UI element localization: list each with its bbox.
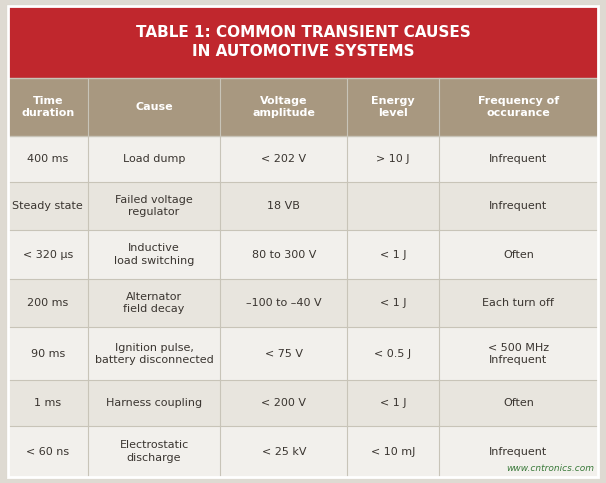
Text: Often: Often xyxy=(503,250,534,260)
Text: Harness coupling: Harness coupling xyxy=(106,398,202,408)
Text: 200 ms: 200 ms xyxy=(27,298,68,308)
Text: Infrequent: Infrequent xyxy=(489,201,547,211)
Text: < 320 μs: < 320 μs xyxy=(22,250,73,260)
Text: 90 ms: 90 ms xyxy=(31,349,65,359)
Bar xyxy=(8,78,598,136)
Text: Inductive
load switching: Inductive load switching xyxy=(114,243,194,266)
Bar xyxy=(8,230,598,279)
Text: < 1 J: < 1 J xyxy=(380,298,406,308)
Text: www.cntronics.com: www.cntronics.com xyxy=(506,464,594,473)
Text: Frequency of
occurance: Frequency of occurance xyxy=(478,96,559,118)
Bar xyxy=(8,136,598,182)
Text: < 1 J: < 1 J xyxy=(380,250,406,260)
Text: < 500 MHz
Infrequent: < 500 MHz Infrequent xyxy=(488,342,549,365)
Text: 1 ms: 1 ms xyxy=(35,398,61,408)
Text: 18 VB: 18 VB xyxy=(267,201,300,211)
Text: Time
duration: Time duration xyxy=(21,96,75,118)
Text: > 10 J: > 10 J xyxy=(376,154,410,164)
Bar xyxy=(8,426,598,477)
Text: Voltage
amplitude: Voltage amplitude xyxy=(252,96,315,118)
Text: Failed voltage
regulator: Failed voltage regulator xyxy=(115,195,193,217)
Text: < 60 ns: < 60 ns xyxy=(26,447,70,456)
Bar xyxy=(8,327,598,380)
Bar xyxy=(8,279,598,327)
Bar xyxy=(8,380,598,426)
Text: < 200 V: < 200 V xyxy=(261,398,306,408)
Text: Each turn off: Each turn off xyxy=(482,298,554,308)
Text: 400 ms: 400 ms xyxy=(27,154,68,164)
Bar xyxy=(8,182,598,230)
Text: < 0.5 J: < 0.5 J xyxy=(375,349,411,359)
Text: < 1 J: < 1 J xyxy=(380,398,406,408)
Text: Often: Often xyxy=(503,398,534,408)
Text: < 10 mJ: < 10 mJ xyxy=(371,447,415,456)
Text: 80 to 300 V: 80 to 300 V xyxy=(251,250,316,260)
Text: Infrequent: Infrequent xyxy=(489,447,547,456)
Text: < 25 kV: < 25 kV xyxy=(262,447,306,456)
Text: Ignition pulse,
battery disconnected: Ignition pulse, battery disconnected xyxy=(95,342,213,365)
Text: < 75 V: < 75 V xyxy=(265,349,303,359)
Text: Infrequent: Infrequent xyxy=(489,154,547,164)
Text: Load dump: Load dump xyxy=(123,154,185,164)
Text: Energy
level: Energy level xyxy=(371,96,415,118)
Text: Electrostatic
discharge: Electrostatic discharge xyxy=(119,440,188,463)
Text: Steady state: Steady state xyxy=(13,201,83,211)
Text: –100 to –40 V: –100 to –40 V xyxy=(246,298,322,308)
Text: TABLE 1: COMMON TRANSIENT CAUSES
IN AUTOMOTIVE SYSTEMS: TABLE 1: COMMON TRANSIENT CAUSES IN AUTO… xyxy=(136,25,470,59)
Text: Alternator
field decay: Alternator field decay xyxy=(124,292,185,314)
Bar xyxy=(8,6,598,78)
Text: Cause: Cause xyxy=(135,102,173,112)
Text: < 202 V: < 202 V xyxy=(261,154,307,164)
